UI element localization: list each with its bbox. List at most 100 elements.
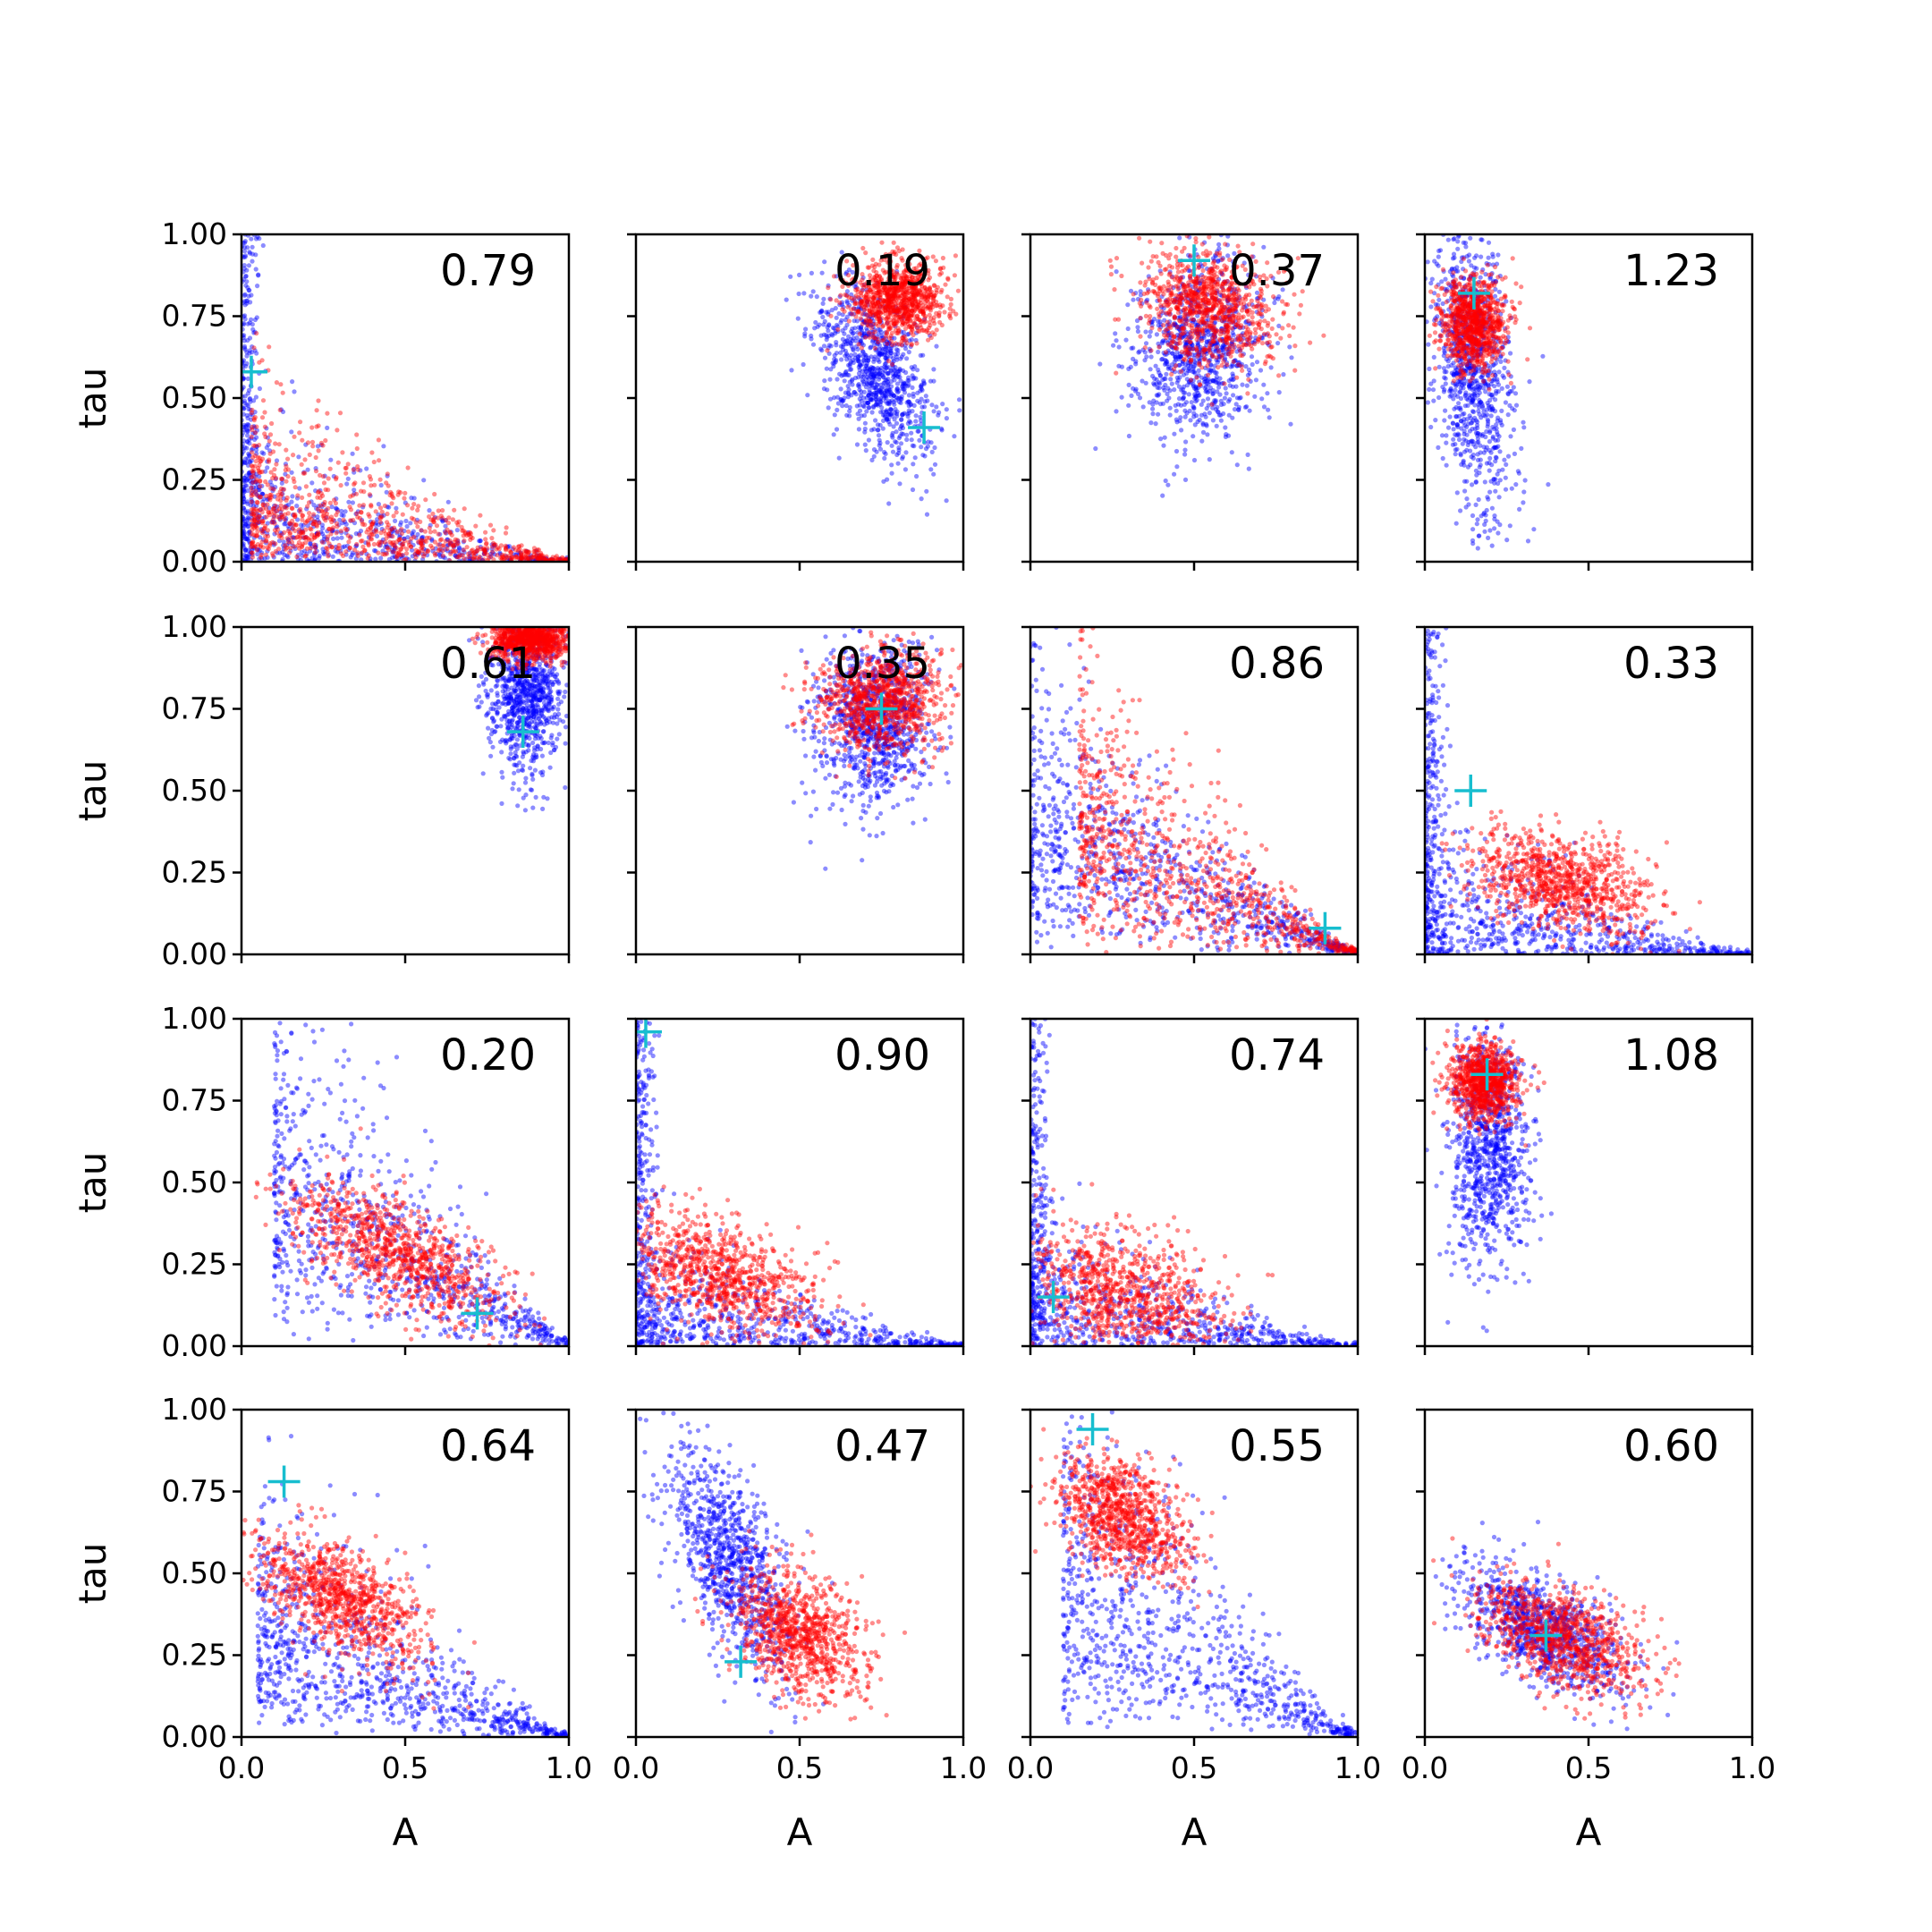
blue-point bbox=[1233, 289, 1239, 294]
blue-point bbox=[872, 354, 877, 360]
blue-point bbox=[247, 395, 253, 402]
blue-point bbox=[386, 556, 392, 562]
blue-point bbox=[880, 335, 886, 341]
blue-point bbox=[1210, 391, 1216, 397]
red-point bbox=[931, 283, 936, 288]
blue-point bbox=[827, 296, 833, 301]
red-point bbox=[881, 337, 887, 343]
red-point bbox=[267, 541, 273, 547]
red-point bbox=[880, 304, 886, 309]
red-point bbox=[911, 321, 917, 326]
red-point bbox=[298, 509, 303, 515]
red-point bbox=[1212, 264, 1217, 269]
blue-point bbox=[844, 299, 850, 304]
blue-point bbox=[862, 429, 868, 435]
blue-point bbox=[1187, 408, 1192, 413]
blue-point bbox=[1195, 343, 1200, 348]
red-point bbox=[880, 267, 886, 273]
red-point bbox=[877, 307, 882, 312]
red-point bbox=[450, 517, 455, 522]
red-point bbox=[865, 280, 870, 285]
red-point bbox=[1150, 254, 1156, 259]
red-point bbox=[292, 544, 297, 549]
blue-point bbox=[1219, 326, 1224, 331]
blue-point bbox=[1193, 352, 1199, 358]
blue-point bbox=[1180, 368, 1185, 373]
blue-point bbox=[862, 319, 868, 326]
blue-point bbox=[1233, 324, 1238, 330]
red-point bbox=[916, 305, 921, 310]
blue-point bbox=[331, 536, 336, 542]
blue-point bbox=[1224, 314, 1230, 319]
red-point bbox=[483, 541, 489, 547]
blue-point bbox=[1199, 278, 1205, 284]
blue-point bbox=[1167, 342, 1173, 347]
blue-point bbox=[1214, 290, 1219, 295]
blue-point bbox=[353, 555, 359, 562]
blue-point bbox=[847, 355, 852, 360]
blue-point bbox=[279, 531, 284, 537]
red-point bbox=[413, 547, 419, 553]
blue-point bbox=[1165, 361, 1170, 367]
red-point bbox=[853, 287, 859, 292]
red-point bbox=[892, 290, 897, 295]
blue-point bbox=[1250, 340, 1255, 345]
blue-point bbox=[247, 472, 252, 478]
red-point bbox=[897, 284, 902, 289]
blue-point bbox=[886, 411, 891, 417]
red-point bbox=[914, 291, 919, 296]
red-point bbox=[252, 453, 258, 459]
blue-point bbox=[1150, 406, 1156, 411]
red-point bbox=[928, 323, 933, 328]
blue-point bbox=[1186, 392, 1191, 397]
red-point bbox=[278, 532, 284, 538]
red-point bbox=[360, 544, 366, 550]
red-point bbox=[1166, 282, 1172, 287]
red-point bbox=[498, 555, 504, 561]
red-point bbox=[258, 543, 264, 548]
blue-point bbox=[866, 355, 871, 360]
red-point bbox=[870, 313, 876, 318]
blue-point bbox=[436, 552, 442, 557]
blue-point bbox=[835, 377, 840, 382]
red-point bbox=[1226, 314, 1232, 319]
blue-point bbox=[1200, 420, 1206, 426]
blue-point bbox=[872, 369, 877, 374]
red-point bbox=[1184, 284, 1191, 289]
blue-point bbox=[886, 370, 892, 376]
blue-point bbox=[1212, 279, 1217, 285]
red-point bbox=[325, 538, 330, 543]
blue-point bbox=[871, 359, 877, 364]
blue-point bbox=[1191, 414, 1197, 419]
blue-point bbox=[921, 317, 928, 322]
red-point bbox=[422, 529, 428, 534]
blue-point bbox=[371, 529, 377, 534]
red-point bbox=[863, 250, 869, 256]
blue-point bbox=[1157, 381, 1163, 386]
blue-point bbox=[394, 530, 400, 536]
red-point bbox=[257, 455, 262, 461]
blue-point bbox=[296, 508, 302, 513]
red-point bbox=[357, 515, 362, 521]
red-point bbox=[252, 544, 258, 549]
blue-point bbox=[834, 427, 840, 432]
blue-point bbox=[1211, 378, 1216, 384]
blue-point bbox=[1200, 398, 1206, 403]
blue-point bbox=[835, 394, 841, 400]
blue-point bbox=[271, 514, 276, 520]
red-point bbox=[928, 335, 934, 341]
blue-point bbox=[801, 291, 807, 296]
blue-point bbox=[876, 358, 881, 363]
red-point bbox=[462, 556, 467, 562]
red-point bbox=[942, 309, 947, 315]
red-point bbox=[1202, 325, 1208, 330]
red-point bbox=[1229, 269, 1234, 275]
red-point bbox=[911, 302, 916, 308]
blue-point bbox=[256, 272, 261, 277]
red-point bbox=[1210, 316, 1216, 321]
blue-point bbox=[482, 548, 487, 554]
blue-point bbox=[1218, 347, 1224, 353]
blue-point bbox=[832, 357, 837, 362]
blue-point bbox=[1212, 332, 1217, 337]
red-point bbox=[860, 283, 865, 288]
